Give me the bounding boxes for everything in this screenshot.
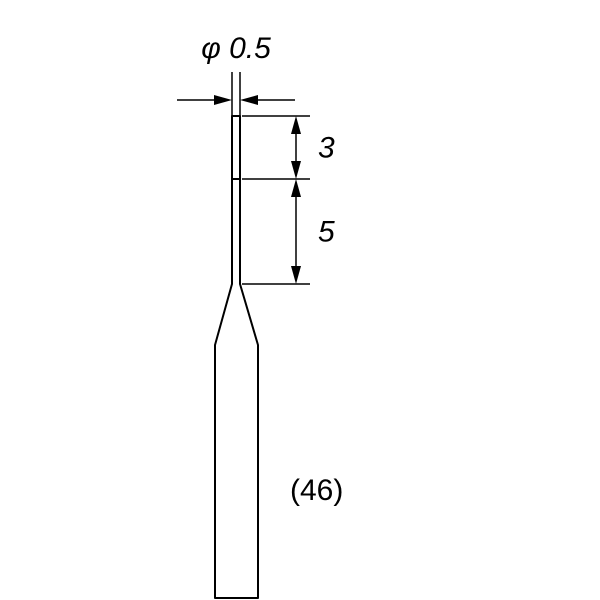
dimension-drawing: φ 0.5 3 5 (46) — [0, 0, 600, 600]
mid-length-label: 5 — [318, 216, 335, 249]
diameter-label: φ 0.5 — [201, 32, 271, 65]
tip-length-label: 3 — [318, 132, 335, 165]
arrowhead — [214, 95, 232, 105]
part-outline — [215, 116, 258, 598]
arrowhead — [240, 95, 258, 105]
diagram-stage: φ 0.5 3 5 (46) — [0, 0, 600, 600]
arrowhead — [291, 161, 301, 179]
arrowhead — [291, 266, 301, 284]
arrowhead — [291, 179, 301, 197]
arrowhead — [291, 116, 301, 134]
shaft-length-label: (46) — [290, 474, 343, 507]
